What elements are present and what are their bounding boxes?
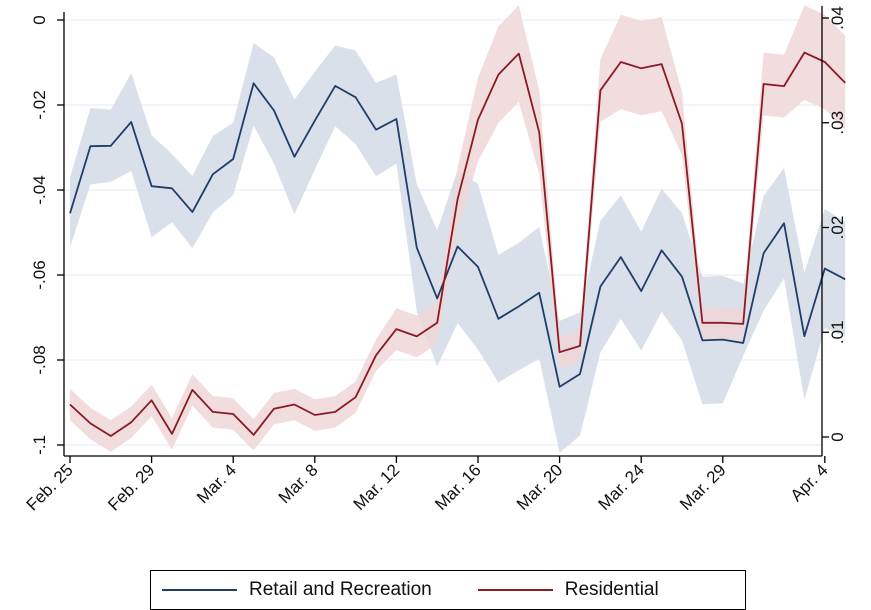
legend-item-residential: Residential <box>477 579 659 601</box>
x-tick-label: Mar. 12 <box>350 460 404 514</box>
x-tick-label: Feb. 25 <box>23 460 77 514</box>
x-tick-label: Mar. 20 <box>513 460 567 514</box>
legend-label-residential: Residential <box>564 579 659 600</box>
legend-item-retail: Retail and Recreation <box>162 579 432 601</box>
left-y-axis: 0 -.02 -.04 -.06 -.08 -.1 <box>30 12 65 456</box>
legend-label-retail: Retail and Recreation <box>249 579 432 600</box>
x-tick-label: Apr. 4 <box>787 460 832 505</box>
x-axis: Feb. 25 Feb. 29 Mar. 4 Mar. 8 Mar. 12 Mar. 16… <box>23 455 832 515</box>
legend-swatch-retail <box>162 589 237 591</box>
right-tick-label: 0 <box>828 432 847 441</box>
right-y-axis: .04 .03 .02 .01 0 <box>821 6 847 456</box>
series-line-residential <box>69 51 846 437</box>
series-lines <box>69 51 846 437</box>
x-tick-label: Feb. 29 <box>104 460 158 514</box>
confidence-bands <box>70 5 846 453</box>
x-tick-label: Mar. 24 <box>594 460 648 514</box>
right-tick-label: .04 <box>828 6 847 30</box>
x-tick-label: Mar. 8 <box>275 460 322 507</box>
right-tick-label: .02 <box>828 216 847 240</box>
legend-swatch-residential <box>477 589 553 591</box>
left-tick-label: -.06 <box>30 260 49 289</box>
left-tick-label: -.1 <box>30 435 49 455</box>
x-tick-label: Mar. 29 <box>676 460 730 514</box>
series-line-retail <box>69 82 846 388</box>
x-tick-label: Mar. 4 <box>193 460 240 507</box>
left-tick-label: -.02 <box>30 90 49 119</box>
left-tick-label: -.04 <box>30 175 49 204</box>
x-tick-label: Mar. 16 <box>431 460 485 514</box>
right-tick-label: .01 <box>828 320 847 344</box>
left-tick-label: -.08 <box>30 345 49 374</box>
left-tick-label: 0 <box>30 15 49 24</box>
confidence-band-residential <box>70 5 846 452</box>
right-tick-label: .03 <box>828 111 847 135</box>
legend: Retail and Recreation Residential <box>150 570 746 610</box>
